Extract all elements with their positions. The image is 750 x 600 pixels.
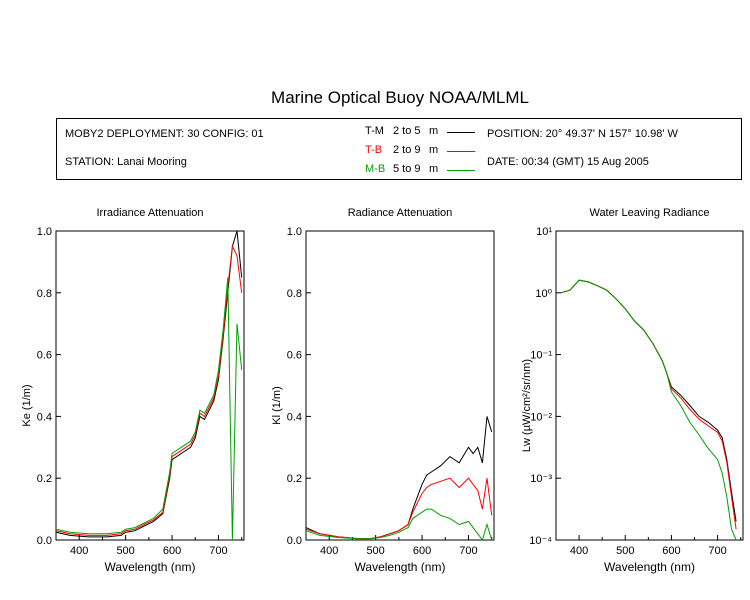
legend-range-tb: 2 to 9	[393, 144, 421, 156]
y-tick-label: 0.2	[287, 473, 302, 485]
x-tick-label: 700	[708, 545, 726, 557]
position-label: POSITION: 20° 49.37' N 157° 10.98' W	[487, 128, 678, 140]
y-tick-label: 10¹	[536, 226, 552, 238]
legend-line-tb	[447, 151, 475, 152]
legend-range-tm: 2 to 5	[393, 125, 421, 137]
y-tick-label: 0.6	[287, 350, 302, 362]
panel-title-0: Irradiance Attenuation	[96, 207, 203, 219]
legend-range-mb: 5 to 9	[393, 163, 421, 175]
y-axis-label: Lw (µW/cm²/sr/nm)	[521, 359, 533, 452]
y-tick-label: 10⁻²	[530, 411, 552, 423]
x-tick-label: 600	[163, 545, 181, 557]
series-line-m-b	[305, 508, 493, 542]
series-line-t-m	[55, 230, 243, 538]
legend-unit-tm: m	[429, 125, 439, 137]
series-line-m-b	[55, 277, 243, 541]
legend-unit-mb: m	[429, 163, 439, 175]
legend-line-mb	[447, 170, 475, 171]
chart-title: Marine Optical Buoy NOAA/MLML	[271, 88, 529, 107]
y-tick-label: 10⁰	[535, 288, 552, 300]
x-tick-label: 400	[320, 545, 338, 557]
x-tick-label: 500	[366, 545, 384, 557]
y-tick-label: 0.2	[37, 473, 52, 485]
legend-key-mb: M-B	[365, 163, 386, 175]
y-tick-label: 0.4	[37, 411, 52, 423]
x-axis-label: Wavelength (nm)	[355, 560, 446, 574]
y-tick-label: 10⁻⁴	[529, 535, 552, 547]
series-line-t-b	[55, 244, 243, 536]
y-tick-label: 0.0	[37, 535, 52, 547]
legend-key-tm: T-M	[365, 125, 384, 137]
y-tick-label: 0.6	[37, 350, 52, 362]
station-label: STATION: Lanai Mooring	[65, 156, 187, 168]
y-tick-label: 0.8	[37, 288, 52, 300]
x-tick-label: 500	[616, 545, 634, 557]
x-tick-label: 700	[459, 545, 477, 557]
series-line-t-m	[305, 416, 493, 539]
y-axis-label: Kl (1/m)	[271, 386, 283, 425]
x-axis-label: Wavelength (nm)	[604, 560, 695, 574]
x-tick-label: 600	[413, 545, 431, 557]
legend-unit-tb: m	[429, 144, 439, 156]
legend-line-tm	[447, 132, 475, 133]
date-label: DATE: 00:34 (GMT) 15 Aug 2005	[487, 156, 649, 168]
x-axis-label: Wavelength (nm)	[105, 560, 196, 574]
y-tick-label: 1.0	[287, 226, 302, 238]
y-tick-label: 10⁻³	[530, 473, 552, 485]
plot-frame-0	[55, 230, 245, 541]
panel-title-2: Water Leaving Radiance	[589, 207, 709, 219]
deployment-label: MOBY2 DEPLOYMENT: 30 CONFIG: 01	[65, 128, 264, 140]
x-tick-label: 400	[570, 545, 588, 557]
x-tick-label: 600	[662, 545, 680, 557]
y-tick-label: 1.0	[37, 226, 52, 238]
y-tick-label: 0.4	[287, 411, 302, 423]
info-box: MOBY2 DEPLOYMENT: 30 CONFIG: 01 STATION:…	[56, 118, 742, 180]
x-tick-label: 400	[70, 545, 88, 557]
series-line-t-m	[560, 279, 737, 522]
plot-frame-2	[555, 230, 744, 541]
legend-key-tb: T-B	[365, 144, 383, 156]
panel-title-1: Radiance Attenuation	[348, 207, 453, 219]
y-tick-label: 10⁻¹	[530, 350, 552, 362]
y-tick-label: 0.8	[287, 288, 302, 300]
x-tick-label: 700	[209, 545, 227, 557]
x-tick-label: 500	[116, 545, 134, 557]
plot-frame-1	[305, 230, 495, 541]
y-tick-label: 0.0	[287, 535, 302, 547]
series-line-t-b	[560, 279, 737, 530]
y-axis-label: Ke (1/m)	[21, 384, 33, 426]
series-line-t-b	[305, 477, 493, 539]
series-line-m-b	[560, 279, 737, 541]
